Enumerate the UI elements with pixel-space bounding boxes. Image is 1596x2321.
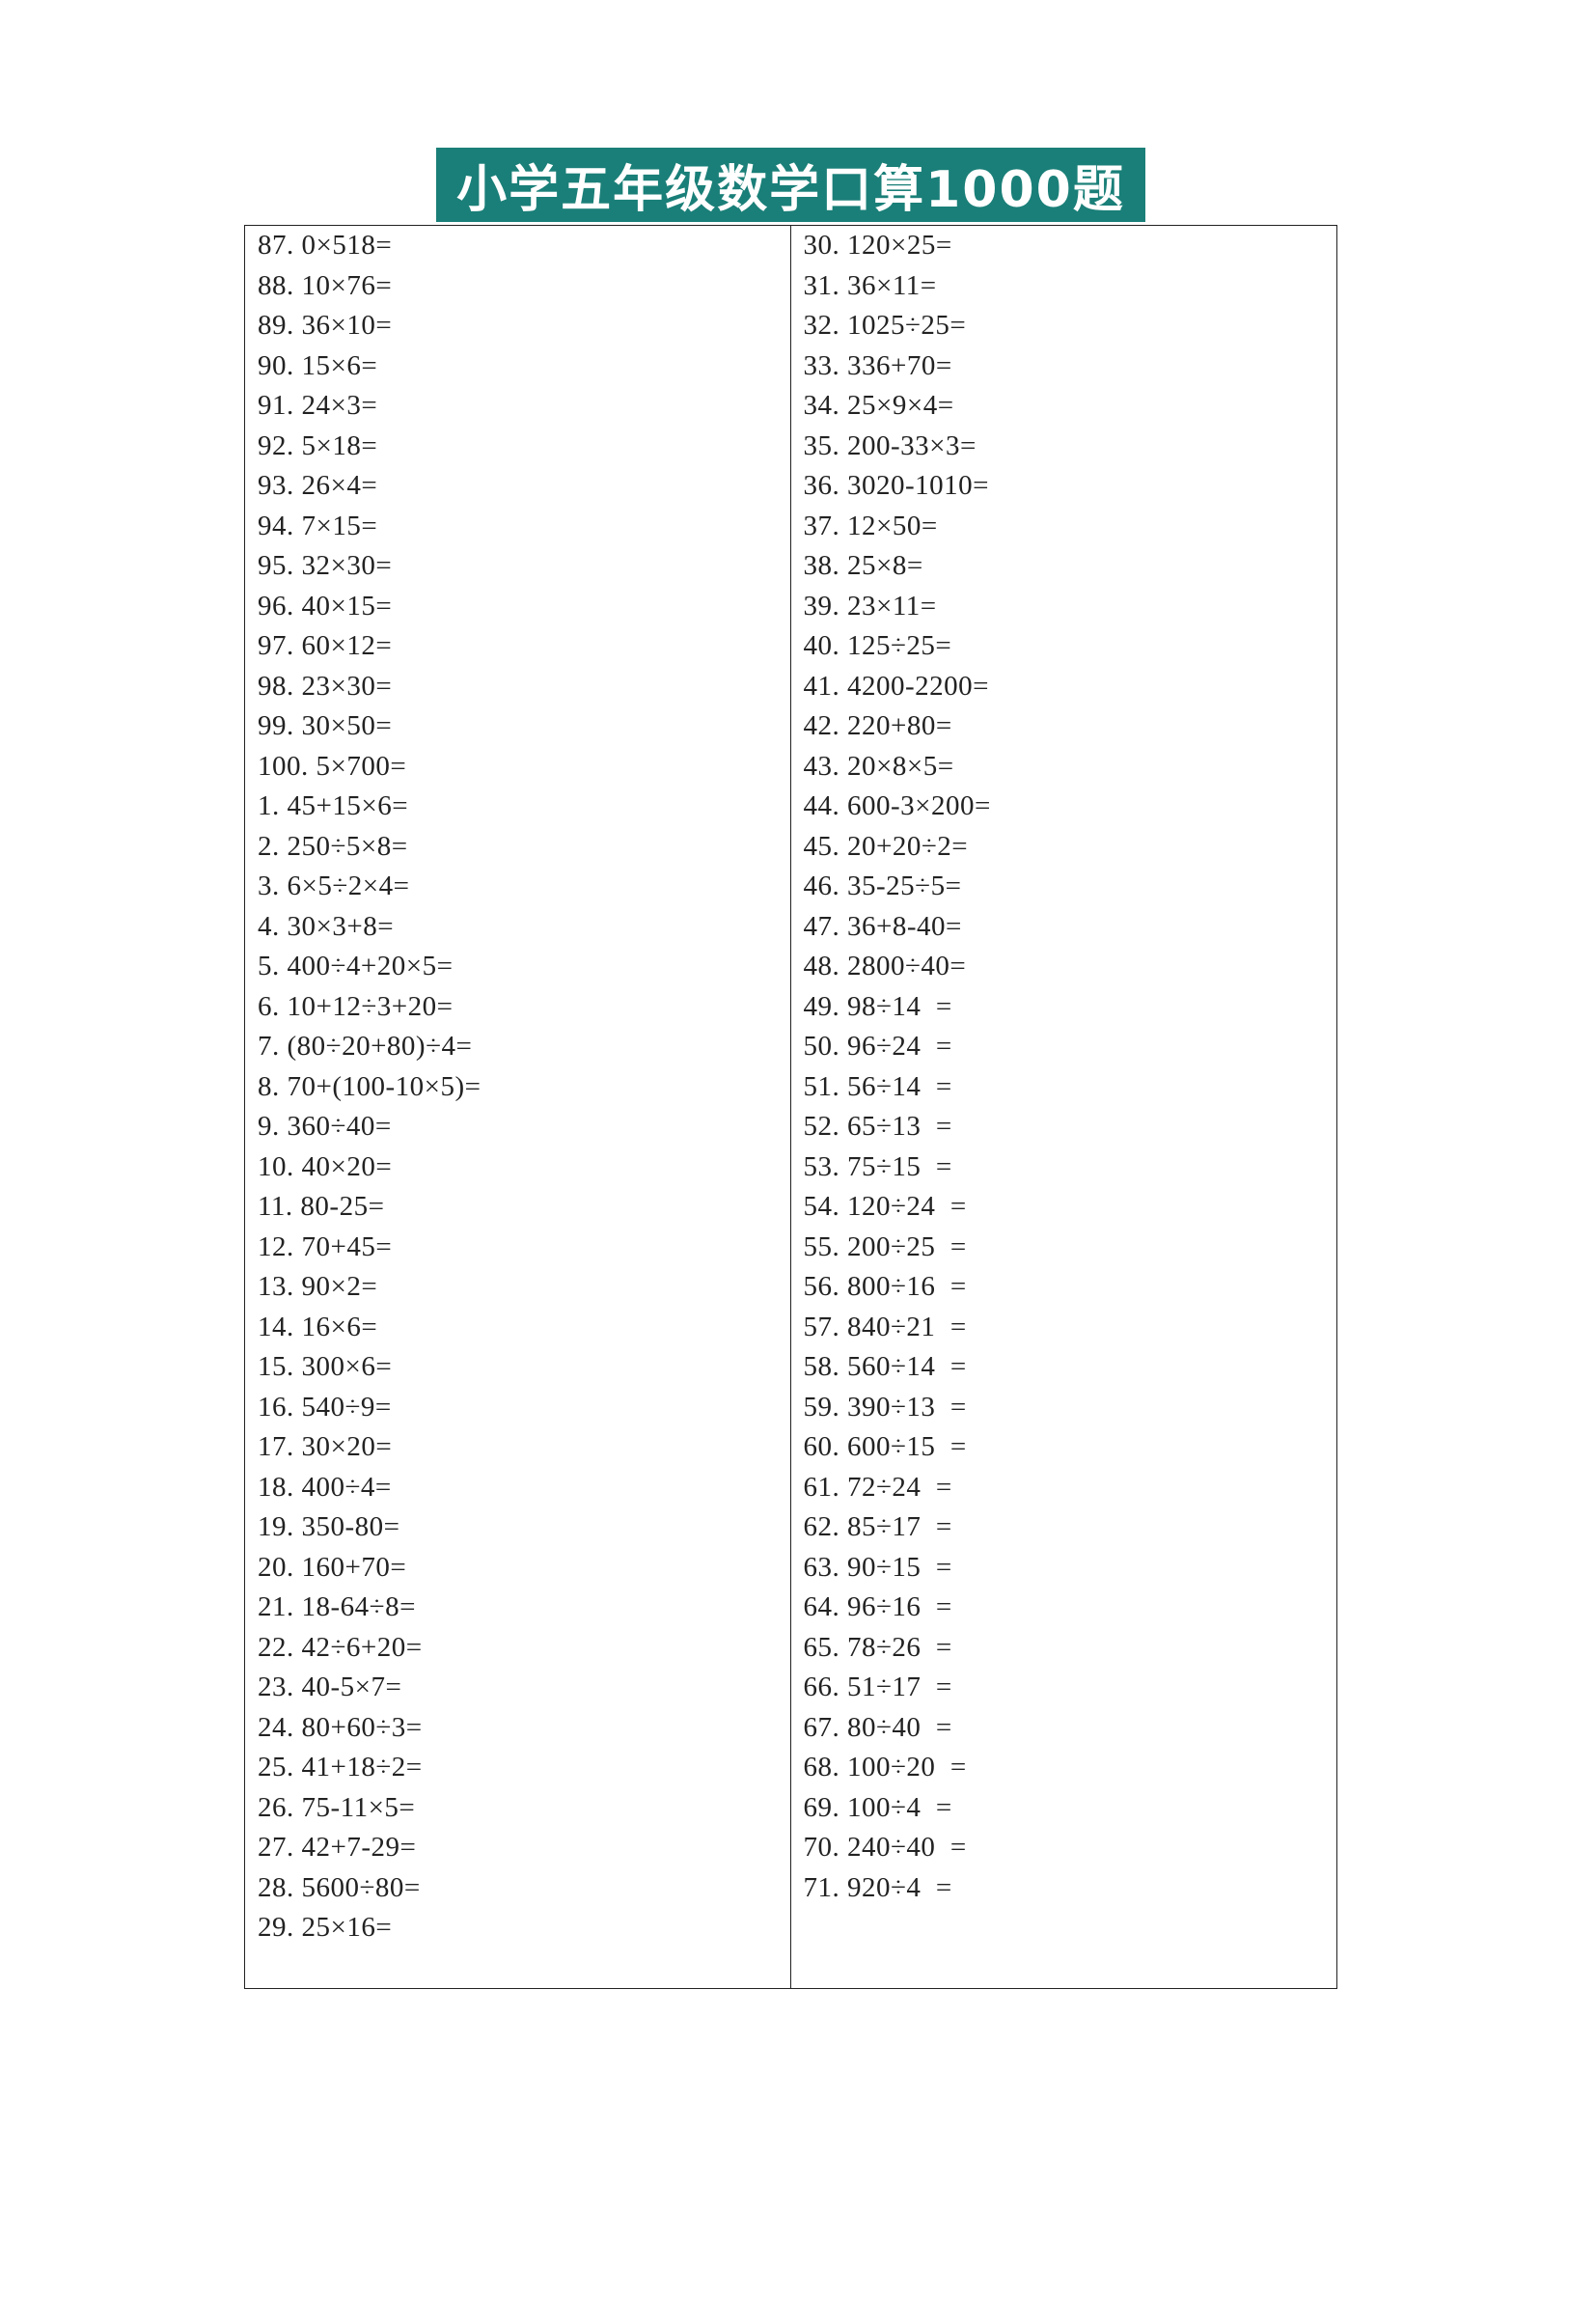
problem-item: 61. 72÷24 =	[803, 1471, 952, 1503]
problem-item: 64. 96÷16 =	[803, 1591, 952, 1622]
problem-item: 3. 6×5÷2×4=	[258, 870, 410, 901]
problem-item: 29. 25×16=	[258, 1912, 393, 1943]
problem-item: 25. 41+18÷2=	[258, 1752, 423, 1782]
problem-item: 24. 80+60÷3=	[258, 1711, 423, 1743]
problem-item: 65. 78÷26 =	[803, 1631, 952, 1663]
problem-item: 91. 24×3=	[258, 390, 378, 421]
problem-item: 35. 200-33×3=	[803, 429, 977, 461]
problem-item: 56. 800÷16 =	[803, 1271, 967, 1302]
problem-item: 17. 30×20=	[258, 1431, 393, 1462]
problem-item: 20. 160+70=	[258, 1551, 407, 1583]
problem-item: 89. 36×10=	[258, 310, 393, 341]
right-column: 30. 120×25= 31. 36×11= 32. 1025÷25= 33. 336…	[791, 226, 1337, 1988]
problem-item: 99. 30×50=	[258, 710, 393, 741]
problem-item: 93. 26×4=	[258, 470, 378, 501]
problem-item: 67. 80÷40 =	[803, 1711, 952, 1743]
problem-item: 31. 36×11=	[803, 269, 937, 301]
problem-item: 94. 7×15=	[258, 510, 378, 541]
problem-item: 10. 40×20=	[258, 1150, 393, 1182]
problem-item: 9. 360÷40=	[258, 1111, 392, 1142]
problem-item: 28. 5600÷80=	[258, 1871, 421, 1903]
problem-item: 60. 600÷15 =	[803, 1431, 967, 1462]
problem-item: 90. 15×6=	[258, 349, 378, 381]
problem-item: 34. 25×9×4=	[803, 390, 954, 421]
problem-item: 11. 80-25=	[258, 1191, 385, 1222]
problem-item: 53. 75÷15 =	[803, 1150, 952, 1182]
problem-item: 59. 390÷13 =	[803, 1391, 967, 1423]
problem-item: 15. 300×6=	[258, 1351, 393, 1382]
problem-item: 44. 600-3×200=	[803, 790, 991, 821]
problem-item: 2. 250÷5×8=	[258, 830, 408, 862]
problem-item: 30. 120×25=	[803, 230, 952, 261]
problem-item: 22. 42÷6+20=	[258, 1631, 423, 1663]
problem-item: 47. 36+8-40=	[803, 910, 962, 942]
problem-item: 100. 5×700=	[258, 750, 407, 782]
problem-item: 36. 3020-1010=	[803, 470, 990, 501]
problem-item: 69. 100÷4 =	[803, 1791, 952, 1823]
problem-item: 33. 336+70=	[803, 349, 952, 381]
problem-item: 38. 25×8=	[803, 550, 923, 581]
problem-item: 95. 32×30=	[258, 550, 393, 581]
problem-item: 5. 400÷4+20×5=	[258, 951, 454, 981]
problem-item: 39. 23×11=	[803, 590, 937, 622]
problem-item: 14. 16×6=	[258, 1311, 378, 1342]
problem-item: 41. 4200-2200=	[803, 670, 990, 702]
problem-item: 37. 12×50=	[803, 510, 938, 541]
problem-item: 40. 125÷25=	[803, 630, 952, 661]
problem-item: 43. 20×8×5=	[803, 750, 954, 782]
problem-item: 66. 51÷17 =	[803, 1672, 952, 1702]
problem-item: 18. 400÷4=	[258, 1471, 392, 1503]
problem-item: 57. 840÷21 =	[803, 1311, 967, 1342]
problem-item: 8. 70+(100-10×5)=	[258, 1070, 482, 1102]
problem-item: 55. 200÷25 =	[803, 1230, 967, 1262]
problem-item: 16. 540÷9=	[258, 1391, 392, 1423]
problem-item: 87. 0×518=	[258, 230, 393, 261]
problem-item: 19. 350-80=	[258, 1511, 400, 1542]
problem-item: 49. 98÷14 =	[803, 990, 952, 1022]
problem-item: 96. 40×15=	[258, 590, 393, 622]
problem-item: 52. 65÷13 =	[803, 1111, 952, 1142]
page-title: 小学五年级数学口算1000题	[436, 148, 1145, 222]
problem-item: 70. 240÷40 =	[803, 1832, 967, 1863]
problem-item: 21. 18-64÷8=	[258, 1591, 416, 1622]
problem-item: 45. 20+20÷2=	[803, 830, 969, 862]
problem-item: 1. 45+15×6=	[258, 790, 409, 821]
problem-item: 54. 120÷24 =	[803, 1191, 967, 1222]
problem-item: 58. 560÷14 =	[803, 1351, 967, 1382]
problem-item: 26. 75-11×5=	[258, 1791, 416, 1823]
left-column: 87. 0×518= 88. 10×76= 89. 36×10= 90. 15×6= 9…	[245, 226, 791, 1988]
problem-item: 6. 10+12÷3+20=	[258, 990, 454, 1022]
problem-item: 13. 90×2=	[258, 1271, 378, 1302]
problem-item: 97. 60×12=	[258, 630, 393, 661]
problem-item: 92. 5×18=	[258, 429, 378, 461]
problem-item: 12. 70+45=	[258, 1230, 393, 1262]
problem-item: 23. 40-5×7=	[258, 1672, 402, 1702]
problem-item: 42. 220+80=	[803, 710, 952, 741]
problem-item: 7. (80÷20+80)÷4=	[258, 1031, 473, 1062]
problem-item: 98. 23×30=	[258, 670, 393, 702]
problem-item: 46. 35-25÷5=	[803, 870, 962, 901]
problem-item: 63. 90÷15 =	[803, 1551, 952, 1583]
problem-item: 48. 2800÷40=	[803, 951, 967, 981]
problem-item: 51. 56÷14 =	[803, 1070, 952, 1102]
problem-item: 4. 30×3+8=	[258, 910, 395, 942]
problem-item: 68. 100÷20 =	[803, 1752, 967, 1782]
problem-item: 88. 10×76=	[258, 269, 393, 301]
problem-item: 27. 42+7-29=	[258, 1832, 417, 1863]
problem-item: 71. 920÷4 =	[803, 1871, 952, 1903]
problem-item: 50. 96÷24 =	[803, 1031, 952, 1062]
problem-item: 32. 1025÷25=	[803, 310, 967, 341]
problem-table: 87. 0×518= 88. 10×76= 89. 36×10= 90. 15×6= 9…	[244, 225, 1337, 1989]
problem-item: 62. 85÷17 =	[803, 1511, 952, 1542]
